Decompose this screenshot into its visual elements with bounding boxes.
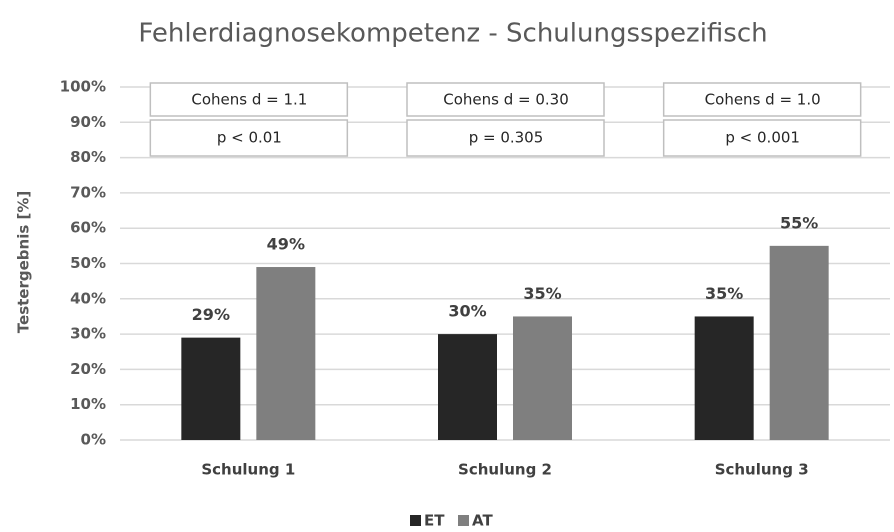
- value-label: 49%: [267, 235, 305, 254]
- x-tick-label: Schulung 1: [201, 461, 295, 479]
- y-tick-label: 50%: [70, 254, 106, 272]
- annotation-box: [149, 119, 349, 157]
- annotation-effect: Cohens d = 1.0: [705, 91, 821, 109]
- legend-swatch: [410, 515, 421, 526]
- y-tick-label: 90%: [70, 113, 106, 131]
- y-tick-label: 20%: [70, 360, 106, 378]
- annotation-box: [406, 119, 605, 157]
- x-tick-label: Schulung 3: [715, 461, 809, 479]
- y-tick-label: 40%: [70, 289, 106, 307]
- y-tick-label: 0%: [81, 431, 106, 449]
- y-tick-label: 100%: [60, 78, 106, 96]
- legend-swatch: [458, 515, 469, 526]
- legend-label: AT: [472, 512, 493, 530]
- annotation-effect: Cohens d = 1.1: [191, 91, 307, 109]
- value-label: 29%: [192, 305, 230, 324]
- chart-title: Fehlerdiagnosekompetenz - Schulungsspezi…: [138, 19, 767, 49]
- x-tick-label: Schulung 2: [458, 461, 552, 479]
- value-label: 30%: [448, 302, 486, 321]
- value-label: 55%: [780, 213, 818, 232]
- y-tick-label: 10%: [70, 395, 106, 413]
- value-label: 35%: [705, 284, 743, 303]
- bar: [438, 334, 497, 440]
- y-axis-label: Testergebnis [%]: [15, 191, 33, 333]
- annotation-p: p < 0.01: [217, 129, 282, 147]
- y-tick-label: 80%: [70, 148, 106, 166]
- annotation-p: p < 0.001: [725, 129, 800, 147]
- y-tick-label: 30%: [70, 325, 106, 343]
- bar: [256, 267, 316, 440]
- bar: [694, 316, 754, 440]
- y-tick-label: 60%: [70, 219, 106, 237]
- annotation-box: [662, 119, 862, 157]
- y-tick-label: 70%: [70, 183, 106, 201]
- annotation-box: [149, 82, 349, 117]
- annotation-box: [406, 82, 605, 117]
- value-label: 35%: [523, 284, 561, 303]
- legend-label: ET: [424, 512, 445, 530]
- annotation-p: p = 0.305: [469, 129, 544, 147]
- annotation-box: [662, 82, 862, 117]
- bar: [181, 337, 241, 440]
- annotation-effect: Cohens d = 0.30: [443, 91, 569, 109]
- bar: [769, 245, 829, 440]
- bar: [513, 316, 572, 440]
